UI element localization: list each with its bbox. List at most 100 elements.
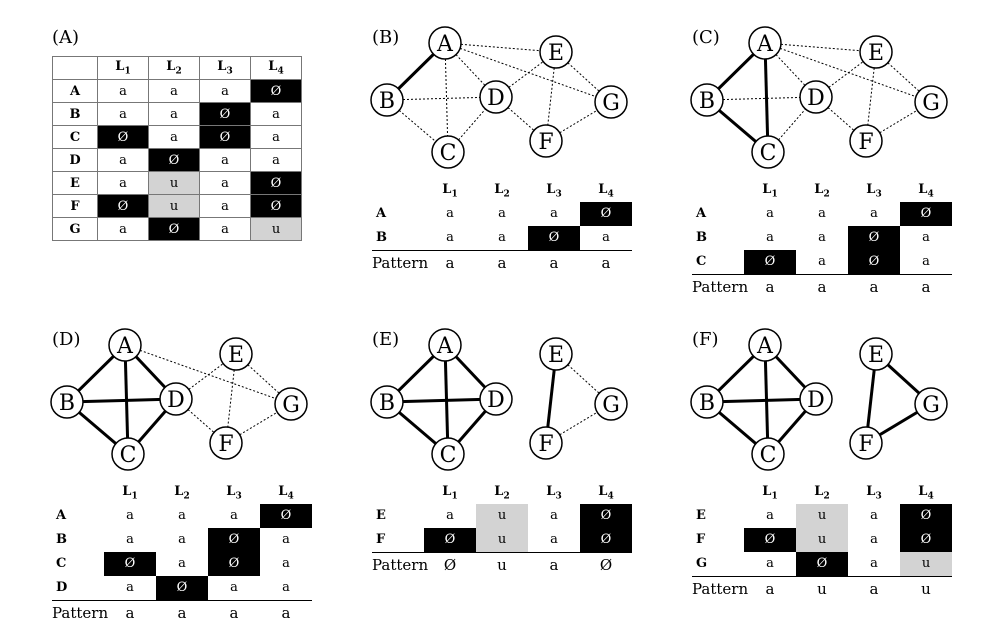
matrix-cell: u <box>148 194 200 218</box>
layer-header: L2 <box>494 182 510 200</box>
node-label-f: F <box>858 432 873 457</box>
matrix-cell: Ø <box>97 194 149 218</box>
table-cell: Ø <box>900 202 952 226</box>
node-b <box>690 83 724 117</box>
node-g <box>914 387 948 421</box>
table-cell: Ø <box>208 528 260 552</box>
node-label-d: D <box>167 388 185 413</box>
pattern-cell: Ø <box>599 556 613 574</box>
table-cell: Ø <box>580 528 632 552</box>
node-label-g: G <box>282 393 300 418</box>
layer-header: L1 <box>762 182 778 200</box>
table-cell: a <box>282 580 290 595</box>
table-cell: Ø <box>104 552 156 576</box>
table-cell: a <box>446 206 454 221</box>
matrix-cell: a <box>199 217 251 241</box>
pattern-row: Pattern a a a a <box>692 275 952 299</box>
node-f <box>849 426 883 460</box>
table-cell: a <box>870 508 878 523</box>
layer-header: L4 <box>918 182 934 200</box>
pattern-cell: a <box>177 604 187 622</box>
matrix-cell: a <box>199 148 251 172</box>
table-cell: a <box>818 254 826 269</box>
pattern-cell: a <box>869 580 879 598</box>
node-c <box>431 135 465 169</box>
row-label: D <box>56 580 68 595</box>
node-label-b: B <box>379 391 395 416</box>
table-cell: a <box>498 230 506 245</box>
layer-header: L3 <box>866 484 882 502</box>
matrix-cell: Ø <box>148 148 200 172</box>
table-cell: Ø <box>796 552 848 576</box>
table-cell: u <box>476 528 528 552</box>
node-g <box>914 85 948 119</box>
layer-header: L3 <box>546 484 562 502</box>
network-d: A B C D E F G <box>50 328 308 471</box>
node-d <box>799 80 833 114</box>
node-label-a: A <box>756 334 774 359</box>
layer-header: L1 <box>442 484 458 502</box>
node-label-d: D <box>807 388 825 413</box>
pattern-cell: a <box>921 278 931 296</box>
table-cell: Ø <box>580 504 632 528</box>
pattern-cell: a <box>445 254 455 272</box>
pattern-label: Pattern <box>692 580 749 598</box>
matrix-cell: Ø <box>250 171 302 195</box>
node-b <box>690 385 724 419</box>
layer-header: L4 <box>918 484 934 502</box>
node-label-e: E <box>228 343 244 368</box>
panel-label-e: (E) <box>372 329 400 350</box>
table-cell: a <box>870 532 878 547</box>
node-e <box>859 337 893 371</box>
node-f <box>849 124 883 158</box>
table-cell: Ø <box>424 528 476 552</box>
nodes-f: A B C D E F G <box>690 328 948 471</box>
row-label: E <box>52 171 98 195</box>
node-d <box>159 382 193 416</box>
table-cell: a <box>446 508 454 523</box>
table-cell: Ø <box>580 202 632 226</box>
pattern-cell: a <box>765 278 775 296</box>
network-b: A B C D E F G <box>370 26 628 169</box>
matrix-cell: Ø <box>199 125 251 149</box>
table-cell: u <box>796 528 848 552</box>
table-cell: a <box>766 230 774 245</box>
pattern-cell: a <box>549 254 559 272</box>
node-g <box>594 387 628 421</box>
row-label: F <box>52 194 98 218</box>
node-d <box>479 382 513 416</box>
matrix-cell: Ø <box>148 217 200 241</box>
node-a <box>748 26 782 60</box>
row-label: C <box>52 125 98 149</box>
layer-header: L2 <box>174 484 190 502</box>
row-label: A <box>696 206 707 221</box>
node-label-g: G <box>602 91 620 116</box>
nodes-b: A B C D E F G <box>370 26 628 169</box>
matrix-cell: a <box>97 79 149 103</box>
table-cell: Ø <box>156 576 208 600</box>
table-cell: a <box>550 206 558 221</box>
table-cell: a <box>178 556 186 571</box>
pattern-cell: u <box>497 556 507 574</box>
node-e <box>539 35 573 69</box>
node-label-g: G <box>922 393 940 418</box>
matrix-cell: a <box>199 79 251 103</box>
nodes-c: A B C D E F G <box>690 26 948 169</box>
node-label-c: C <box>760 141 777 166</box>
node-label-f: F <box>538 130 553 155</box>
matrix-cell: a <box>97 148 149 172</box>
matrix-cell: Ø <box>199 102 251 126</box>
table-cell: a <box>818 230 826 245</box>
node-label-c: C <box>440 443 457 468</box>
pattern-label: Pattern <box>372 556 429 574</box>
table-cell: a <box>230 508 238 523</box>
